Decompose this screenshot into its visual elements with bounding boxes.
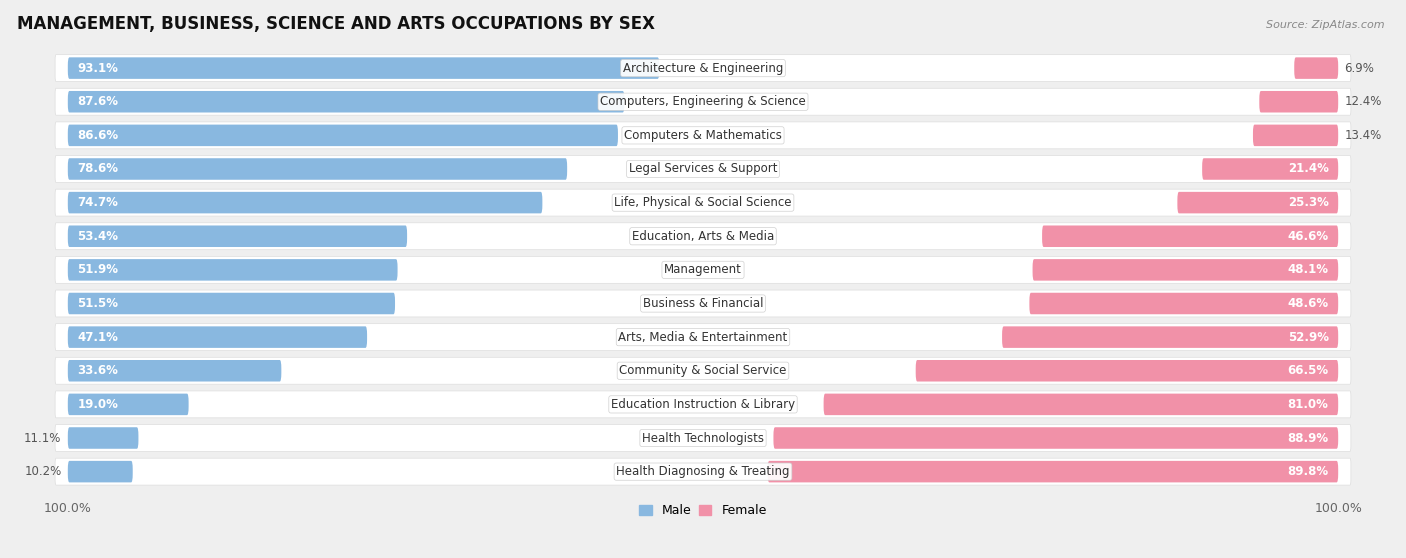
FancyBboxPatch shape <box>1260 91 1339 113</box>
Text: 53.4%: 53.4% <box>77 230 118 243</box>
FancyBboxPatch shape <box>1295 57 1339 79</box>
Text: 13.4%: 13.4% <box>1344 129 1382 142</box>
FancyBboxPatch shape <box>55 391 1351 418</box>
Text: Architecture & Engineering: Architecture & Engineering <box>623 61 783 75</box>
FancyBboxPatch shape <box>55 324 1351 350</box>
FancyBboxPatch shape <box>55 156 1351 182</box>
FancyBboxPatch shape <box>1202 158 1339 180</box>
Text: 78.6%: 78.6% <box>77 162 118 175</box>
FancyBboxPatch shape <box>1253 124 1339 146</box>
FancyBboxPatch shape <box>1177 192 1339 213</box>
FancyBboxPatch shape <box>55 88 1351 115</box>
FancyBboxPatch shape <box>67 158 567 180</box>
FancyBboxPatch shape <box>67 124 619 146</box>
Text: 11.1%: 11.1% <box>24 431 62 445</box>
FancyBboxPatch shape <box>67 427 138 449</box>
FancyBboxPatch shape <box>1042 225 1339 247</box>
FancyBboxPatch shape <box>67 192 543 213</box>
FancyBboxPatch shape <box>55 223 1351 249</box>
FancyBboxPatch shape <box>824 393 1339 415</box>
Text: 6.9%: 6.9% <box>1344 61 1374 75</box>
FancyBboxPatch shape <box>1002 326 1339 348</box>
Text: 46.6%: 46.6% <box>1288 230 1329 243</box>
FancyBboxPatch shape <box>67 259 398 281</box>
Text: 74.7%: 74.7% <box>77 196 118 209</box>
FancyBboxPatch shape <box>55 290 1351 317</box>
Text: 88.9%: 88.9% <box>1288 431 1329 445</box>
Text: 51.5%: 51.5% <box>77 297 118 310</box>
FancyBboxPatch shape <box>915 360 1339 382</box>
FancyBboxPatch shape <box>67 326 367 348</box>
FancyBboxPatch shape <box>55 122 1351 149</box>
Text: 25.3%: 25.3% <box>1288 196 1329 209</box>
FancyBboxPatch shape <box>55 55 1351 81</box>
Text: Computers, Engineering & Science: Computers, Engineering & Science <box>600 95 806 108</box>
FancyBboxPatch shape <box>67 360 281 382</box>
Text: 52.9%: 52.9% <box>1288 331 1329 344</box>
Text: Education Instruction & Library: Education Instruction & Library <box>612 398 794 411</box>
Text: 81.0%: 81.0% <box>1288 398 1329 411</box>
Text: Computers & Mathematics: Computers & Mathematics <box>624 129 782 142</box>
Text: 33.6%: 33.6% <box>77 364 118 377</box>
Text: Source: ZipAtlas.com: Source: ZipAtlas.com <box>1267 20 1385 30</box>
Text: Health Diagnosing & Treating: Health Diagnosing & Treating <box>616 465 790 478</box>
FancyBboxPatch shape <box>67 91 624 113</box>
Text: Legal Services & Support: Legal Services & Support <box>628 162 778 175</box>
Text: 12.4%: 12.4% <box>1344 95 1382 108</box>
Text: Education, Arts & Media: Education, Arts & Media <box>631 230 775 243</box>
Text: MANAGEMENT, BUSINESS, SCIENCE AND ARTS OCCUPATIONS BY SEX: MANAGEMENT, BUSINESS, SCIENCE AND ARTS O… <box>17 15 655 33</box>
Text: 89.8%: 89.8% <box>1288 465 1329 478</box>
FancyBboxPatch shape <box>67 461 132 483</box>
FancyBboxPatch shape <box>67 57 659 79</box>
FancyBboxPatch shape <box>768 461 1339 483</box>
Text: 19.0%: 19.0% <box>77 398 118 411</box>
FancyBboxPatch shape <box>55 425 1351 451</box>
Text: Health Technologists: Health Technologists <box>643 431 763 445</box>
Text: 47.1%: 47.1% <box>77 331 118 344</box>
Text: 51.9%: 51.9% <box>77 263 118 276</box>
FancyBboxPatch shape <box>55 357 1351 384</box>
FancyBboxPatch shape <box>67 293 395 314</box>
Text: Life, Physical & Social Science: Life, Physical & Social Science <box>614 196 792 209</box>
Text: 86.6%: 86.6% <box>77 129 118 142</box>
FancyBboxPatch shape <box>55 458 1351 485</box>
Text: 10.2%: 10.2% <box>24 465 62 478</box>
FancyBboxPatch shape <box>773 427 1339 449</box>
Text: 66.5%: 66.5% <box>1288 364 1329 377</box>
FancyBboxPatch shape <box>1032 259 1339 281</box>
Text: 87.6%: 87.6% <box>77 95 118 108</box>
FancyBboxPatch shape <box>67 225 408 247</box>
Text: Business & Financial: Business & Financial <box>643 297 763 310</box>
Text: 21.4%: 21.4% <box>1288 162 1329 175</box>
Text: Community & Social Service: Community & Social Service <box>619 364 787 377</box>
Text: 48.1%: 48.1% <box>1288 263 1329 276</box>
FancyBboxPatch shape <box>67 393 188 415</box>
Text: 93.1%: 93.1% <box>77 61 118 75</box>
Text: Arts, Media & Entertainment: Arts, Media & Entertainment <box>619 331 787 344</box>
FancyBboxPatch shape <box>55 189 1351 216</box>
Text: 48.6%: 48.6% <box>1288 297 1329 310</box>
Text: Management: Management <box>664 263 742 276</box>
FancyBboxPatch shape <box>55 257 1351 283</box>
FancyBboxPatch shape <box>1029 293 1339 314</box>
Legend: Male, Female: Male, Female <box>634 499 772 522</box>
